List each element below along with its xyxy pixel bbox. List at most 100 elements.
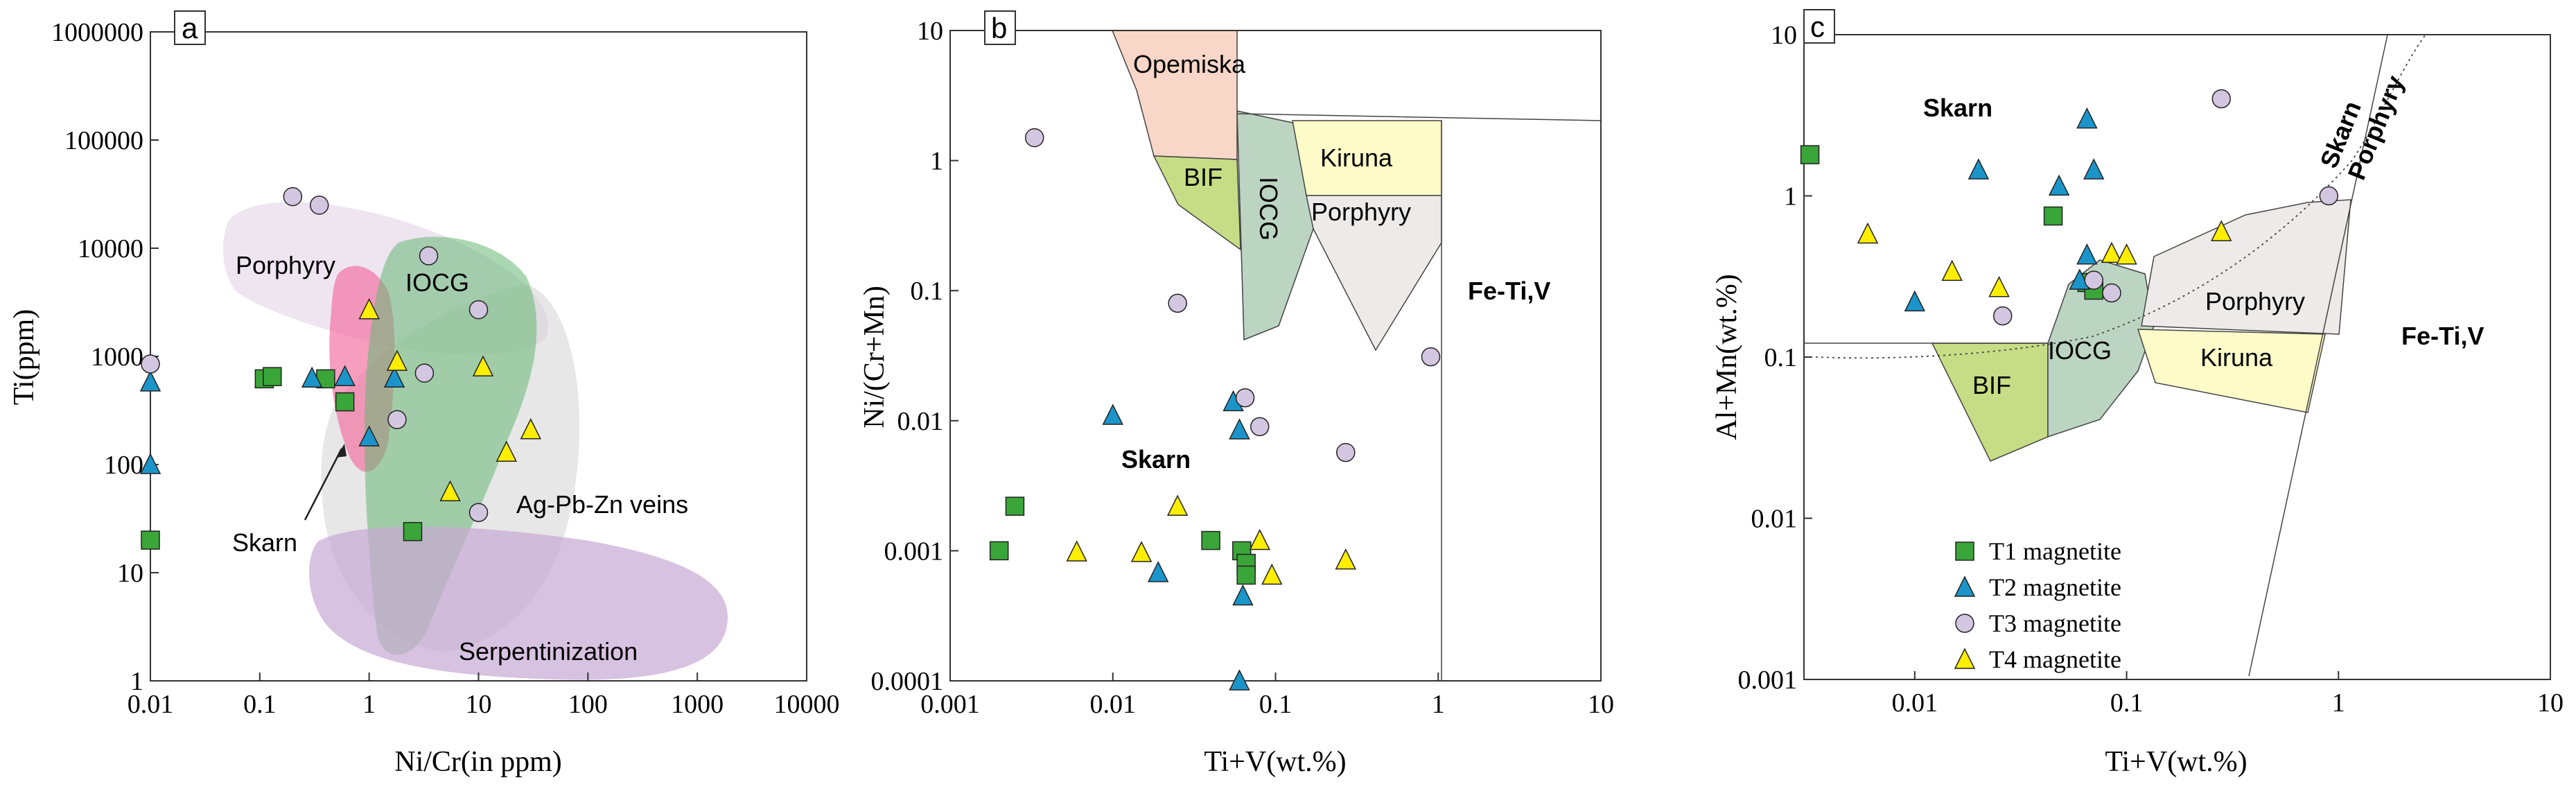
fields-a (222, 202, 728, 680)
panel-a: 0.01 0.1 1 10 100 1000 10000 1 10 100 1000 10000 100… (8, 10, 840, 778)
legend-marker-t4 (1954, 648, 1976, 669)
data-point-t4 (2211, 220, 2232, 241)
y-tick-label: 0.01 (1751, 505, 1798, 534)
x-axis-title-c: Ti+V(wt.%) (2105, 746, 2247, 778)
x-tick-label: 10 (2537, 688, 2564, 718)
panel-badge-c (1803, 9, 1835, 44)
data-point-t2 (301, 366, 323, 388)
x-tick-label: 1 (362, 690, 376, 719)
data-point-t1 (1800, 145, 1820, 164)
field-label-iocg-c: IOCG (2048, 336, 2112, 365)
data-point-t3 (387, 410, 407, 430)
legend-label-t2: T2 magnetite (1989, 573, 2121, 601)
data-point-t2 (383, 366, 405, 388)
x-tick-label: 1 (2332, 688, 2345, 718)
x-tick-label: 1000 (671, 690, 724, 719)
data-point-t2 (2083, 158, 2105, 180)
data-point-t2 (1968, 158, 1990, 180)
x-tick-label: 0.1 (1259, 690, 1293, 719)
field-label-agpbzn-a: Ag-Pb-Zn veins (516, 490, 688, 519)
legend-label-t1: T1 magnetite (1989, 537, 2121, 565)
y-tick-label: 10000 (78, 234, 143, 263)
data-point-t1 (989, 541, 1009, 561)
legend-marker-t1 (1955, 541, 1974, 561)
y-tick-label: 0.001 (884, 537, 944, 566)
y-tick-label: 100 (104, 451, 143, 480)
data-point-t3 (1992, 306, 2013, 326)
data-point-t2 (2076, 107, 2098, 129)
field-serpentinization-a (309, 526, 728, 680)
x-tick-label: 0.1 (2110, 688, 2144, 718)
data-point-t4 (1941, 259, 1963, 281)
field-label-kiruna-b: Kiruna (1320, 144, 1393, 172)
legend-label-t4: T4 magnetite (1989, 645, 2121, 673)
data-point-t1 (2043, 206, 2063, 226)
data-point-t1 (141, 530, 160, 550)
data-point-t4 (2116, 243, 2137, 265)
data-point-t3 (1421, 347, 1441, 367)
data-point-t4 (1335, 548, 1356, 570)
points-c (1800, 89, 2339, 326)
skarn-arrowhead-a (336, 444, 347, 458)
field-label-fetiv-b: Fe-Ti,V (1468, 277, 1550, 305)
data-point-t3 (414, 363, 435, 383)
data-point-t4 (1130, 541, 1153, 562)
field-porphyry-b (1306, 195, 1442, 352)
data-point-t3 (468, 503, 489, 522)
data-point-t3 (2102, 283, 2121, 303)
y-tick-label: 1 (130, 667, 143, 696)
data-point-t2 (1147, 561, 1169, 582)
panel-badge-a (174, 10, 206, 45)
data-point-t3 (1024, 128, 1044, 148)
y-tick-label: 1000 (91, 343, 143, 372)
x-tick-label: 0.01 (128, 690, 174, 719)
y-tick-label: 0.001 (1738, 666, 1798, 695)
data-point-t1 (403, 521, 423, 541)
data-point-t3 (2084, 270, 2103, 290)
data-point-t3 (1168, 293, 1187, 313)
data-point-t4 (1988, 276, 2010, 297)
x-tick-label: 10000 (774, 690, 840, 719)
x-axis-title-b: Ti+V(wt.%) (1204, 746, 1346, 778)
x-tick-label: 1 (1432, 690, 1445, 719)
y-tick-label: 10 (917, 17, 943, 46)
legend-marker-t3 (1955, 614, 1974, 633)
legend: T1 magnetite T2 magnetite T3 magnetite T4 m… (1954, 537, 2121, 673)
field-kiruna-c (2137, 329, 2326, 413)
field-iocg-b (1236, 110, 1314, 341)
ticks-a: 0.01 0.1 1 10 100 1000 10000 1 10 100 1000 10000 100… (51, 18, 840, 719)
x-tick-label: 0.01 (1892, 688, 1938, 718)
field-label-opemiska-b: Opemiska (1133, 50, 1246, 78)
fe-ti-v-boundary-b (1236, 113, 1602, 121)
panel-badge-b (984, 10, 1016, 45)
data-point-t2 (1232, 584, 1254, 606)
legend-marker-t2 (1954, 575, 1976, 597)
data-point-t4 (1857, 222, 1879, 244)
y-tick-label: 0.1 (911, 277, 944, 306)
fe-ti-v-boundary-c (2248, 34, 2388, 677)
points-b (989, 128, 1441, 691)
data-point-t3 (468, 300, 489, 320)
data-point-t3 (309, 196, 329, 215)
panel-letter-a: a (182, 12, 198, 44)
x-tick-label: 0.01 (1090, 690, 1137, 719)
data-point-t1 (1005, 496, 1025, 516)
y-tick-label: 1 (930, 147, 943, 176)
field-label-iocg-a: IOCG (405, 268, 469, 297)
ticks-c: 0.01 0.1 1 10 0.001 0.01 0.1 1 10 (1738, 21, 2564, 718)
field-bif-c (1931, 343, 2049, 462)
x-tick-label: 10 (466, 690, 492, 719)
field-label-fetiv-c: Fe-Ti,V (2401, 322, 2484, 350)
skarn-arrow-a (304, 448, 343, 521)
y-tick-label: 100000 (64, 126, 143, 155)
data-point-t3 (419, 246, 439, 266)
x-tick-label: 10 (1588, 690, 1614, 719)
data-point-t4 (439, 480, 461, 502)
data-point-t1 (1201, 530, 1220, 550)
points-a (139, 187, 542, 550)
y-tick-label: 0.0001 (871, 667, 944, 696)
data-point-t4 (358, 298, 380, 320)
